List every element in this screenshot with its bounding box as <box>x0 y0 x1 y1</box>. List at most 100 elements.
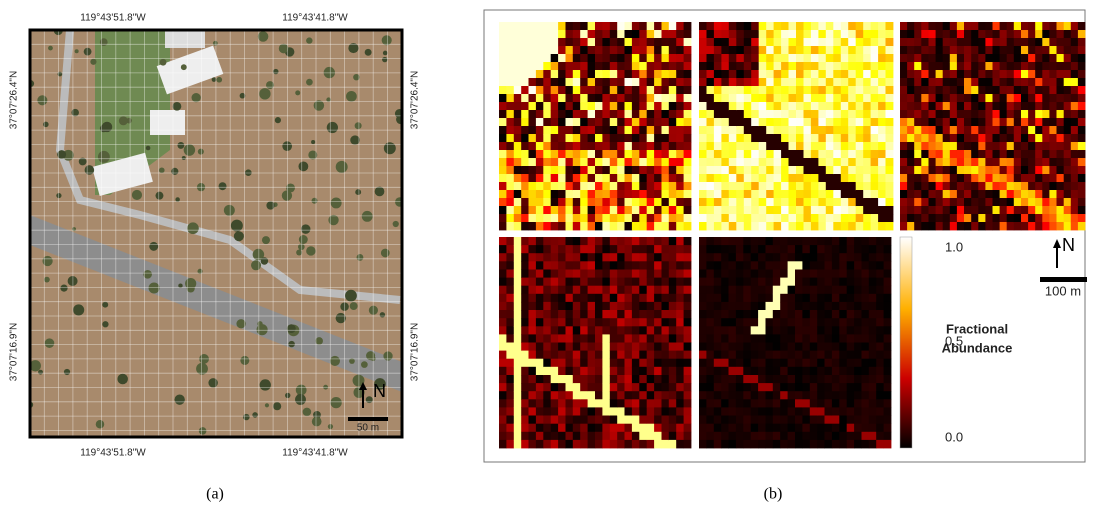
heat-cell <box>886 86 894 94</box>
heat-cell <box>773 318 781 327</box>
heat-cell <box>766 286 774 295</box>
heat-cell <box>1000 78 1008 86</box>
heat-cell <box>543 286 551 295</box>
heat-cell <box>802 278 810 287</box>
heat-cell <box>625 38 633 46</box>
heat-cell <box>536 158 544 166</box>
heat-cell <box>707 54 715 62</box>
heat-cell <box>871 174 879 182</box>
heat-cell <box>714 182 722 190</box>
heat-cell <box>573 424 581 433</box>
heat-cell <box>907 118 915 126</box>
heat-cell <box>957 30 965 38</box>
heat-cell <box>759 126 767 134</box>
heat-cell <box>914 198 922 206</box>
heat-cell <box>964 62 972 70</box>
heat-cell <box>595 424 603 433</box>
heat-cell <box>751 351 759 360</box>
heat-cell <box>580 407 588 416</box>
heat-cell <box>848 22 856 30</box>
heat-cell <box>950 102 958 110</box>
heat-cell <box>943 22 951 30</box>
heat-cell <box>914 222 922 230</box>
heat-cell <box>714 206 722 214</box>
heat-cell <box>964 78 972 86</box>
heat-cell <box>632 30 640 38</box>
heat-cell <box>856 214 864 222</box>
heat-cell <box>871 222 879 230</box>
heat-cell <box>978 206 986 214</box>
heat-cell <box>602 86 610 94</box>
heat-cell <box>654 30 662 38</box>
heat-cell <box>543 424 551 433</box>
heat-cell <box>1049 190 1057 198</box>
heat-cell <box>964 86 972 94</box>
heat-cell <box>699 70 707 78</box>
heat-cell <box>884 399 892 408</box>
heat-cell <box>825 351 833 360</box>
heat-cell <box>684 22 692 30</box>
heat-cell <box>662 343 670 352</box>
heat-cell <box>839 351 847 360</box>
heat-cell <box>514 286 522 295</box>
heat-cell <box>662 222 670 230</box>
heat-cell <box>1035 166 1043 174</box>
heat-cell <box>543 326 551 335</box>
heat-cell <box>826 94 834 102</box>
heat-cell <box>1021 54 1029 62</box>
heat-cell <box>1042 134 1050 142</box>
heat-cell <box>936 166 944 174</box>
heat-cell <box>743 286 751 295</box>
heat-cell <box>751 174 759 182</box>
heat-cell <box>647 38 655 46</box>
heat-cell <box>736 78 744 86</box>
heat-cell <box>780 391 788 400</box>
heat-cell <box>774 214 782 222</box>
heat-cell <box>684 359 692 368</box>
heat-cell <box>729 286 737 295</box>
heat-cell <box>543 359 551 368</box>
heat-cell <box>1021 222 1029 230</box>
heat-cell <box>1057 94 1065 102</box>
heat-cell <box>639 383 647 392</box>
heat-cell <box>499 142 507 150</box>
heat-cell <box>957 22 965 30</box>
heat-cell <box>529 261 537 270</box>
heat-cell <box>566 334 574 343</box>
heat-cell <box>839 391 847 400</box>
heat-cell <box>964 70 972 78</box>
heat-cell <box>506 424 514 433</box>
heat-cell <box>943 46 951 54</box>
heat-cell <box>551 424 559 433</box>
heat-cell <box>514 70 522 78</box>
heat-cell <box>669 54 677 62</box>
heat-cell <box>602 432 610 441</box>
heat-cell <box>506 407 514 416</box>
heat-cell <box>1000 206 1008 214</box>
heat-cell <box>789 78 797 86</box>
heat-cell <box>610 94 618 102</box>
heat-cell <box>521 286 529 295</box>
heat-cell <box>729 22 737 30</box>
heat-cell <box>993 214 1001 222</box>
heat-cell <box>566 286 574 295</box>
heatmap <box>699 237 891 448</box>
heat-cell <box>625 158 633 166</box>
heat-cell <box>669 424 677 433</box>
heat-cell <box>580 134 588 142</box>
heat-cell <box>736 424 744 433</box>
heat-cell <box>743 261 751 270</box>
heat-cell <box>529 375 537 384</box>
heat-cell <box>971 182 979 190</box>
heat-cell <box>971 118 979 126</box>
heat-cell <box>706 286 714 295</box>
heat-cell <box>551 38 559 46</box>
heat-cell <box>900 102 908 110</box>
heat-cell <box>551 206 559 214</box>
heat-cell <box>817 261 825 270</box>
heat-cell <box>1042 70 1050 78</box>
heat-cell <box>551 432 559 441</box>
heat-cell <box>817 407 825 416</box>
heat-cell <box>558 375 566 384</box>
heat-cell <box>551 214 559 222</box>
